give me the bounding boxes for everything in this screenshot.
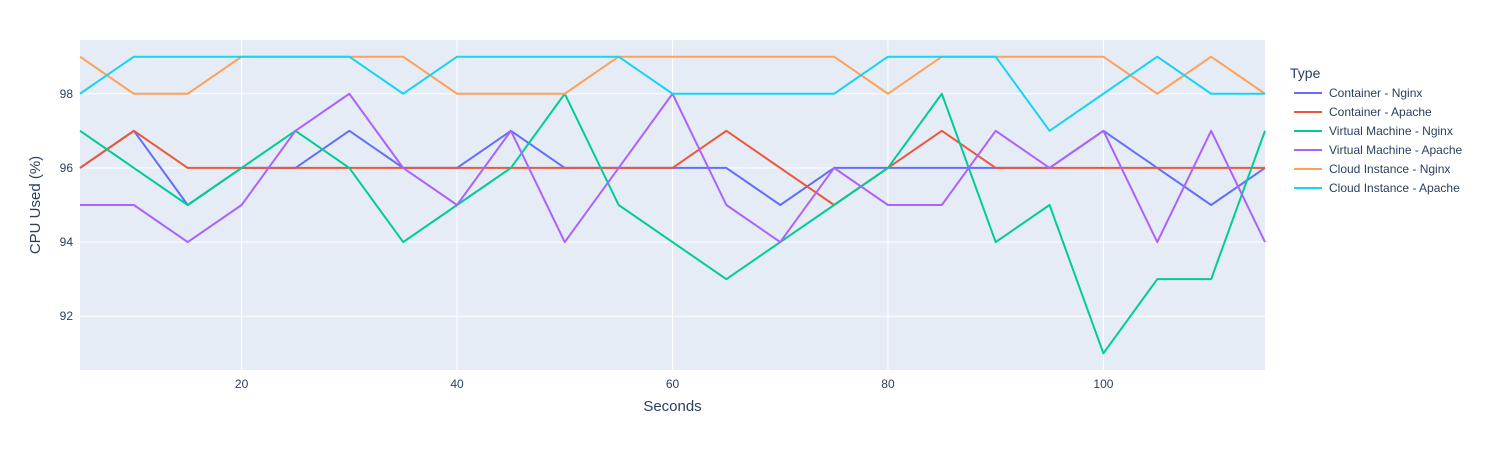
legend-label: Container - Nginx <box>1329 86 1422 100</box>
y-tick-label: 98 <box>60 87 74 101</box>
legend[interactable]: Type Container - Nginx Container - Apache… <box>1290 65 1463 195</box>
y-tick-label: 92 <box>60 309 74 323</box>
y-tick-label: 96 <box>60 161 74 175</box>
x-tick-label: 20 <box>235 377 249 391</box>
legend-items[interactable]: Container - Nginx Container - Apache Virtu… <box>1294 86 1463 195</box>
legend-label: Cloud Instance - Nginx <box>1329 162 1450 176</box>
x-tick-label: 100 <box>1093 377 1113 391</box>
legend-item[interactable]: Cloud Instance - Nginx <box>1294 162 1450 176</box>
legend-label: Virtual Machine - Nginx <box>1329 124 1453 138</box>
x-tick-label: 60 <box>666 377 680 391</box>
legend-label: Container - Apache <box>1329 105 1432 119</box>
tick-labels: 20 40 60 80 100 92 94 96 98 <box>60 87 1114 391</box>
x-axis-title: Seconds <box>643 398 701 415</box>
legend-label: Cloud Instance - Apache <box>1329 181 1460 195</box>
legend-title: Type <box>1290 65 1321 81</box>
legend-item[interactable]: Virtual Machine - Apache <box>1294 143 1463 157</box>
legend-label: Virtual Machine - Apache <box>1329 143 1463 157</box>
series-line-container-apache[interactable] <box>79 129 1265 206</box>
series-lines <box>79 55 1266 355</box>
legend-item[interactable]: Container - Nginx <box>1294 86 1422 100</box>
legend-item[interactable]: Container - Apache <box>1294 105 1432 119</box>
legend-item[interactable]: Cloud Instance - Apache <box>1294 181 1460 195</box>
series-line-virtual-machine-nginx[interactable] <box>79 92 1266 355</box>
y-tick-label: 94 <box>60 235 74 249</box>
x-tick-label: 40 <box>450 377 464 391</box>
y-axis-title: CPU Used (%) <box>27 156 44 254</box>
x-tick-label: 80 <box>881 377 895 391</box>
series-line-cloud-instance-apache[interactable] <box>79 55 1265 132</box>
legend-item[interactable]: Virtual Machine - Nginx <box>1294 124 1453 138</box>
